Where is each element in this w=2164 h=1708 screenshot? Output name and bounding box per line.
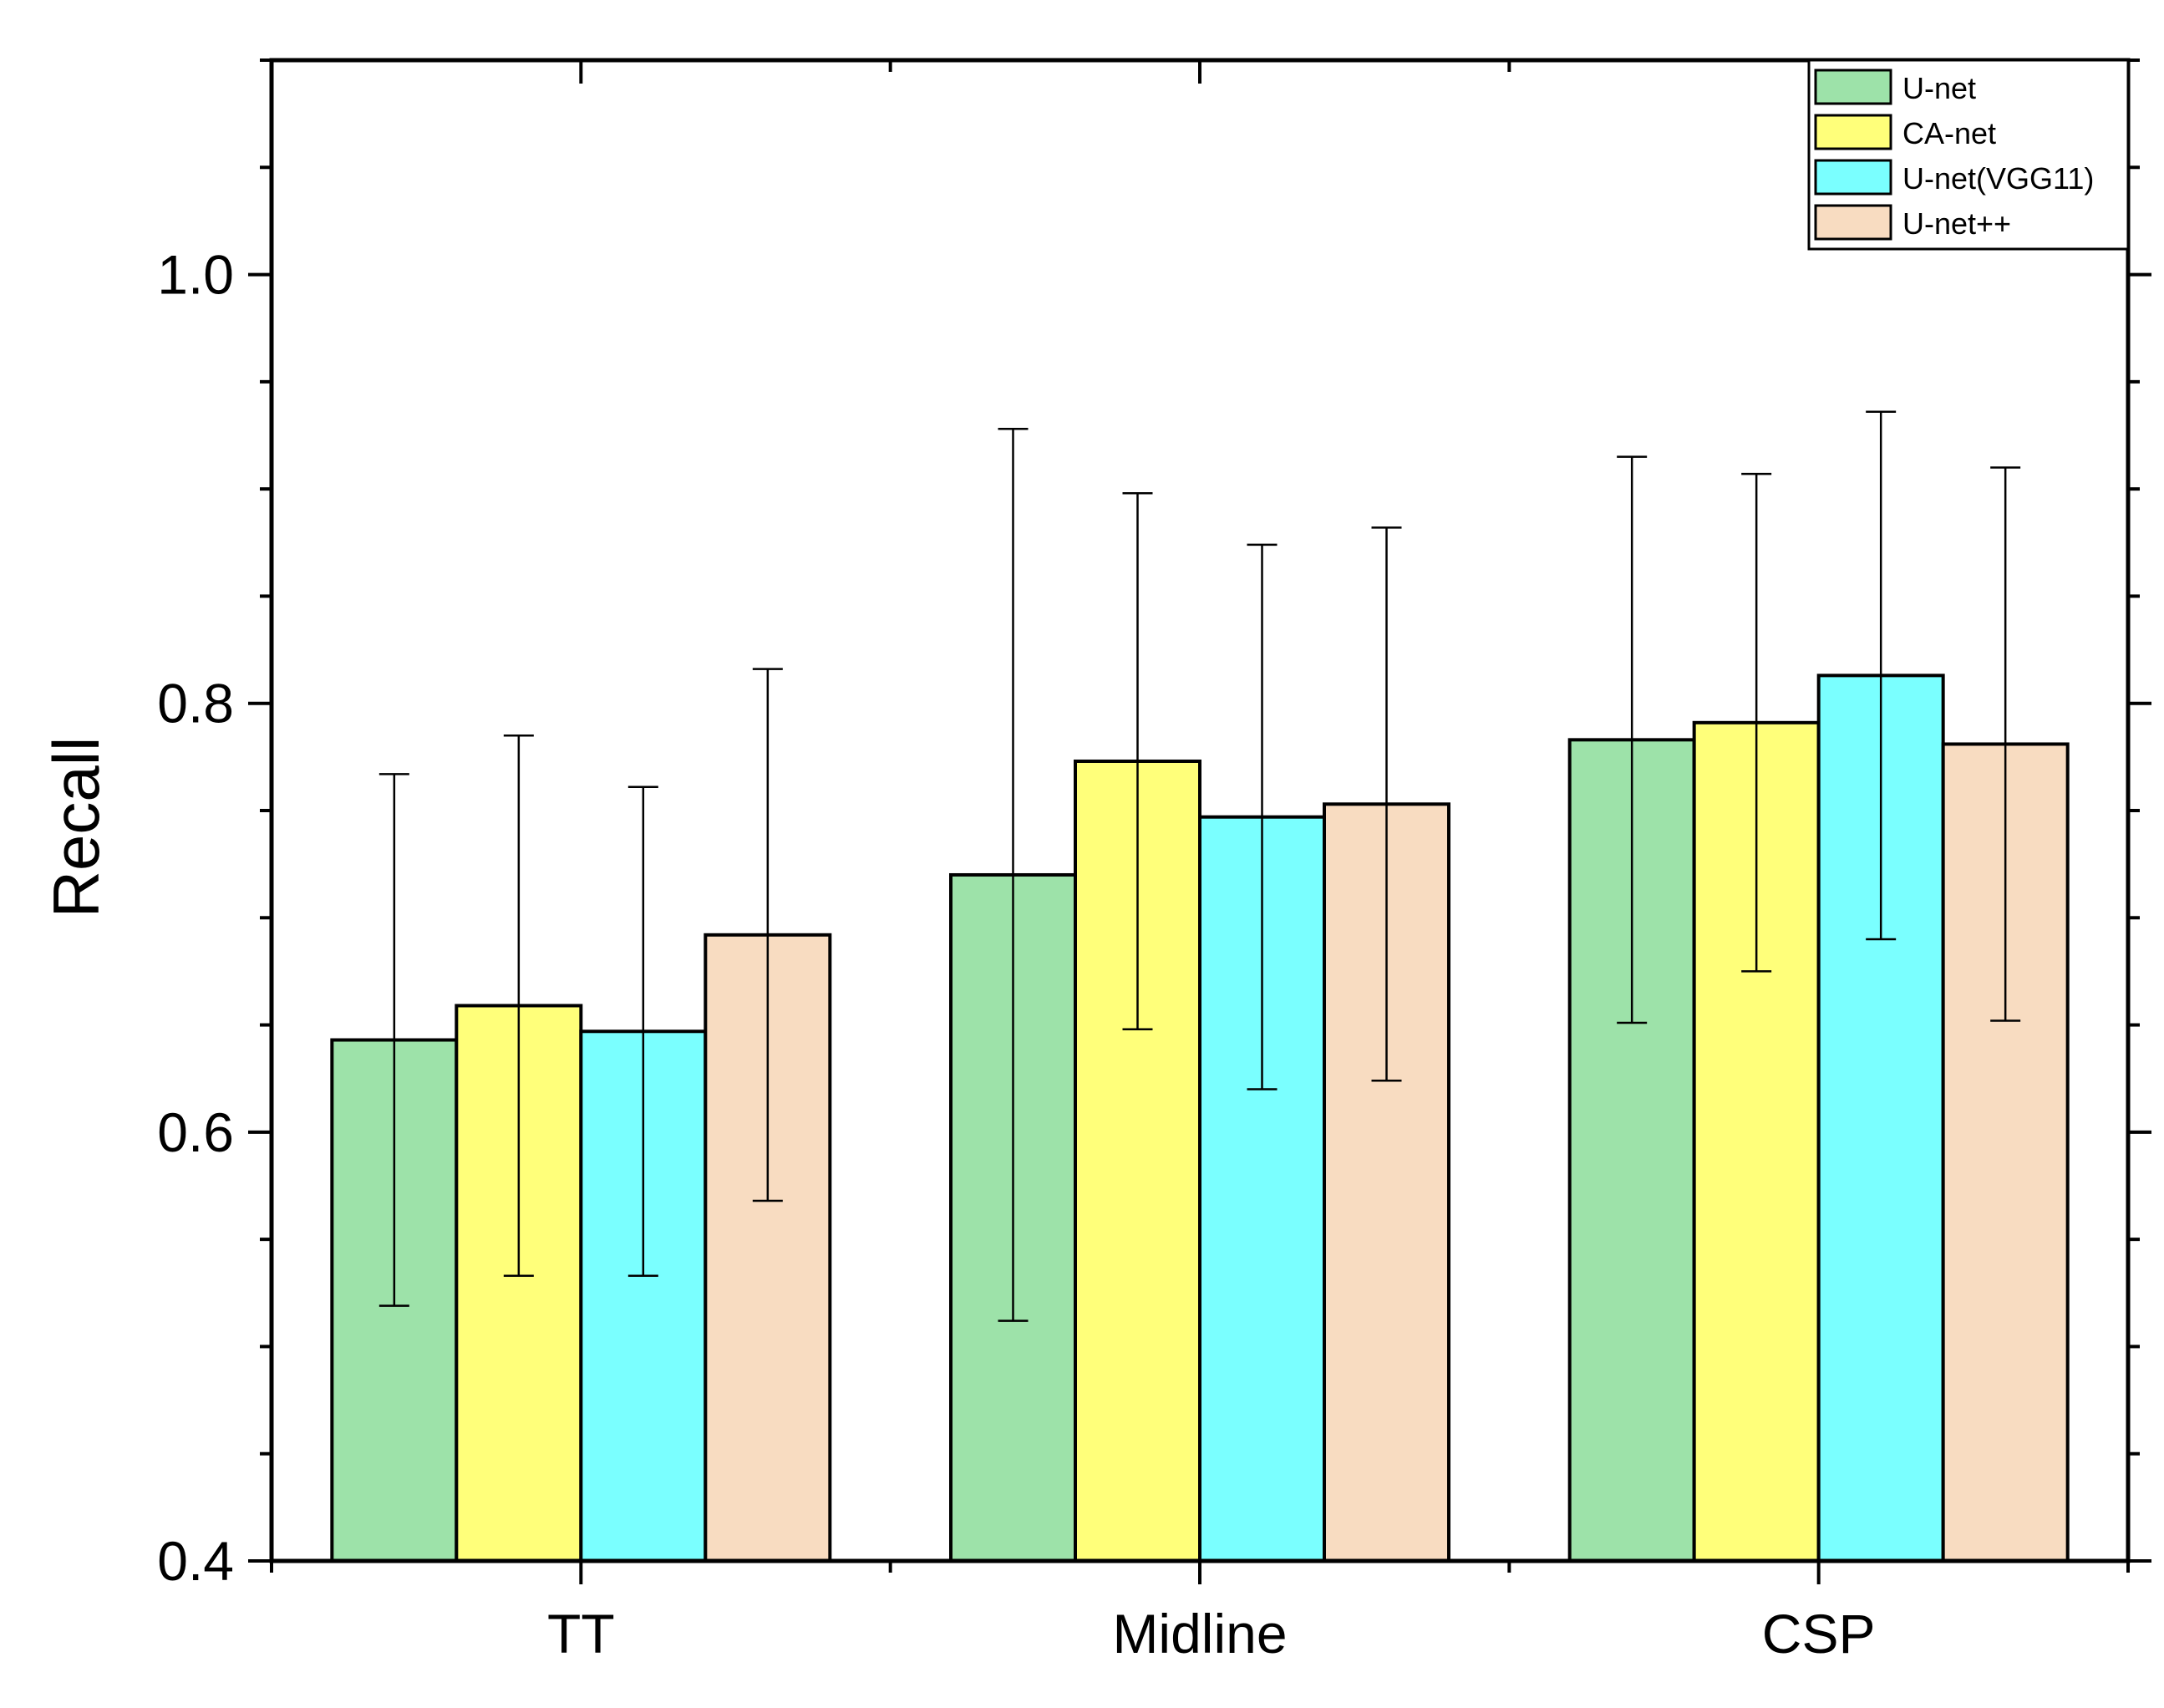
legend-label-ca-net: CA-net	[1902, 116, 1996, 150]
legend-swatch-u-net-vgg11-	[1814, 159, 1892, 196]
legend-swatch-u-net	[1814, 69, 1892, 105]
y-tick-label: 1.0	[157, 244, 234, 306]
legend-swatch-ca-net	[1814, 114, 1892, 150]
x-tick-label-csp: CSP	[1762, 1603, 1876, 1665]
y-tick-label: 0.4	[157, 1530, 234, 1592]
y-axis-title: Recall	[39, 737, 113, 918]
legend-label-u-net-vgg11-: U-net(VGG11)	[1902, 161, 2094, 196]
legend-label-u-net: U-net	[1902, 71, 1976, 105]
plot-layer: 0.4 0.6 0.8 1.0 TT Midline CSP U-net CA-net U-net…	[157, 58, 2151, 1665]
x-tick-label-midline: Midline	[1112, 1603, 1287, 1665]
legend-label-u-net-: U-net++	[1902, 206, 2011, 241]
y-tick-label: 0.6	[157, 1101, 234, 1163]
x-tick-label-tt: TT	[547, 1603, 615, 1665]
plot-frame	[269, 58, 2131, 1563]
y-tick-label: 0.8	[157, 673, 234, 735]
legend-swatch-u-net-	[1814, 204, 1892, 241]
